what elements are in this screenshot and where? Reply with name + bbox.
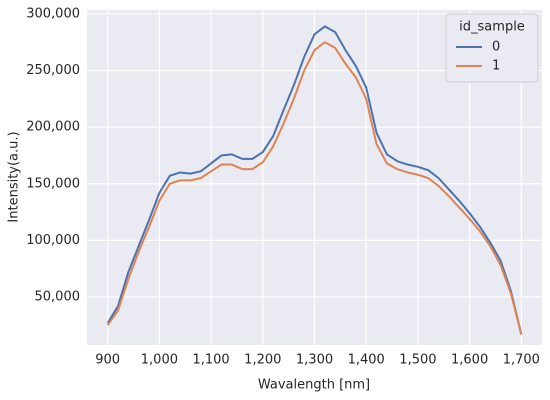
series-line: [106, 25, 523, 335]
y-tick-label: 150,000: [26, 176, 80, 191]
x-tick-label: 1,000: [141, 353, 178, 368]
x-tick-label: 900: [95, 353, 120, 368]
x-tick-label: 1,300: [296, 353, 333, 368]
x-tick-label: 1,400: [348, 353, 385, 368]
legend-label: 1: [492, 59, 500, 74]
y-tick-label: 250,000: [26, 63, 80, 78]
legend: id_sample 0 1: [445, 13, 539, 83]
y-tick-label: 100,000: [26, 233, 80, 248]
series-line: [106, 41, 523, 335]
y-tick-label: 200,000: [26, 120, 80, 135]
x-axis-label: Wavalength [nm]: [258, 378, 370, 393]
x-tick-label: 1,700: [503, 353, 540, 368]
y-tick-label: 50,000: [35, 289, 81, 304]
x-tick-label: 1,100: [192, 353, 229, 368]
legend-label: 0: [492, 40, 500, 55]
legend-title: id_sample: [459, 20, 525, 35]
x-tick-label: 1,500: [399, 353, 436, 368]
y-axis-label: Intensity(a.u.): [7, 131, 22, 222]
x-tick-label: 1,200: [244, 353, 281, 368]
x-tick-label: 1,600: [451, 353, 488, 368]
y-tick-label: 300,000: [26, 6, 80, 21]
